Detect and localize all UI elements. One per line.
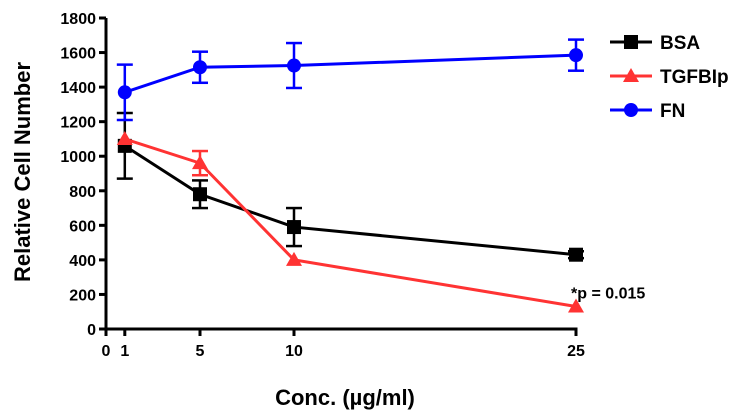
data-point xyxy=(116,130,133,145)
y-tick-label: 1400 xyxy=(60,80,96,97)
legend-marker xyxy=(623,68,639,82)
y-tick-label: 1600 xyxy=(60,46,96,63)
axes xyxy=(104,18,578,331)
x-tick-label: 5 xyxy=(196,343,205,360)
x-tick-label: 25 xyxy=(567,343,585,360)
x-tick-label: 0 xyxy=(102,343,111,360)
y-tick-label: 200 xyxy=(69,287,96,304)
y-axis-title: Relative Cell Number xyxy=(10,62,35,283)
data-point xyxy=(192,155,208,170)
data-point xyxy=(569,247,583,262)
y-tick-label: 1200 xyxy=(60,115,96,132)
legend-marker xyxy=(624,103,638,117)
y-tick-label: 1800 xyxy=(60,11,96,28)
data-point xyxy=(569,48,583,63)
legend-item-fn: FN xyxy=(610,101,685,122)
legend-label: BSA xyxy=(660,33,700,54)
legend-item-bsa: BSA xyxy=(610,33,700,54)
data-point xyxy=(287,220,301,235)
series-line xyxy=(124,53,577,94)
data-point xyxy=(286,251,302,266)
series-line xyxy=(124,137,577,309)
p-value-annotation: *p = 0.015 xyxy=(571,286,645,303)
data-point xyxy=(568,298,584,313)
y-tick-label: 600 xyxy=(69,218,96,235)
legend-item-tgfbip: TGFBIp xyxy=(610,67,729,88)
legend-marker xyxy=(624,35,638,49)
x-tick-label: 1 xyxy=(120,343,129,360)
data-point xyxy=(193,187,207,202)
data-point xyxy=(287,58,301,73)
legend-label: FN xyxy=(660,101,685,122)
legend: BSA TGFBIp FN xyxy=(610,33,729,122)
data-point xyxy=(193,60,207,75)
x-axis-ticks: 0 1 5 10 25 xyxy=(102,329,585,360)
y-axis-ticks: 0 200 400 600 800 1000 1200 1400 1600 1800 xyxy=(60,11,106,339)
y-tick-label: 1000 xyxy=(60,149,96,166)
x-axis-title: Conc. (µg/ml) xyxy=(275,385,415,410)
y-tick-label: 0 xyxy=(87,322,96,339)
series-bsa xyxy=(116,111,584,262)
series-fn xyxy=(116,38,584,122)
data-point xyxy=(117,85,132,100)
y-tick-label: 400 xyxy=(69,253,96,270)
series-group xyxy=(116,38,584,313)
y-tick-label: 800 xyxy=(69,184,96,201)
legend-label: TGFBIp xyxy=(660,67,729,88)
series-tgfbip xyxy=(116,130,584,313)
x-tick-label: 10 xyxy=(285,343,303,360)
